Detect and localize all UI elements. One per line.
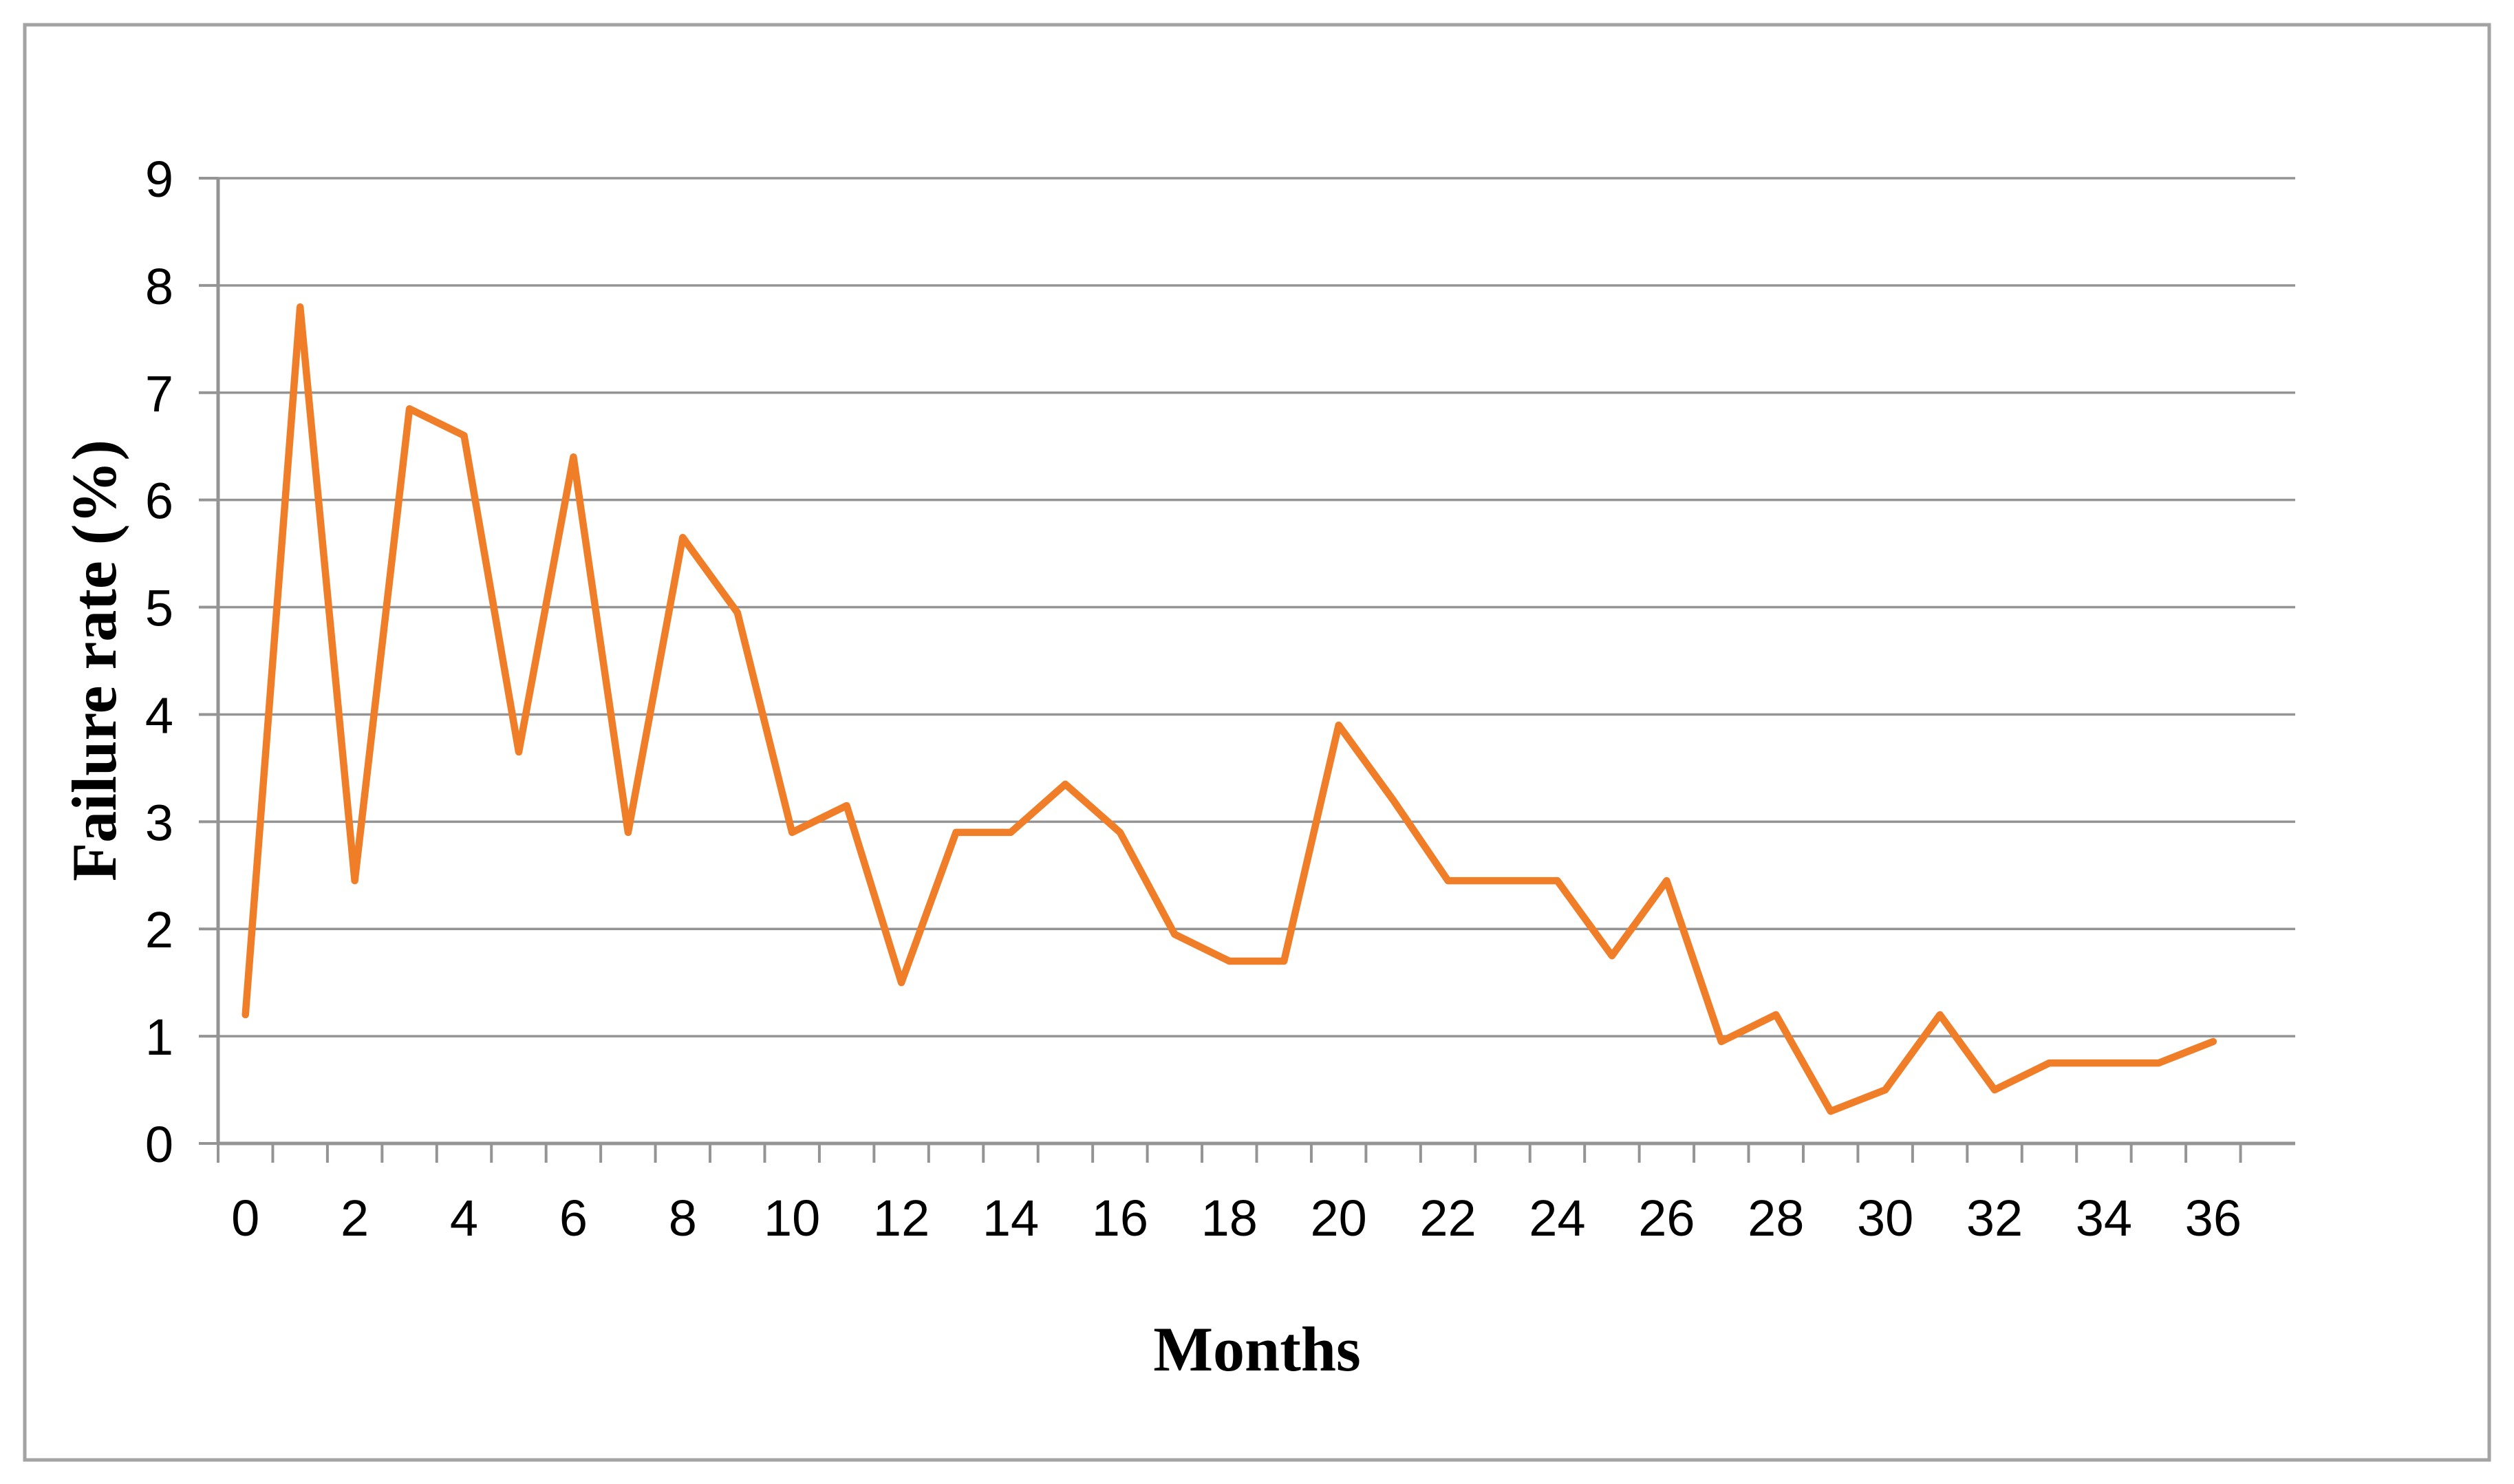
- x-tick-label: 26: [1638, 1190, 1695, 1247]
- y-tick-label: 7: [145, 365, 173, 422]
- series-line: [241, 303, 2217, 1115]
- y-tick-label: 0: [145, 1116, 173, 1173]
- x-tick-label: 22: [1419, 1190, 1476, 1247]
- x-tick-label: 16: [1092, 1190, 1148, 1247]
- x-tick-label: 4: [450, 1190, 478, 1247]
- x-tick-label: 32: [1966, 1190, 2023, 1247]
- y-tick-label: 8: [145, 258, 173, 315]
- figure-border: [23, 23, 2491, 1462]
- x-tick-label: 0: [231, 1190, 259, 1247]
- y-tick-label: 6: [145, 473, 173, 530]
- x-axis-title: Months: [1153, 1314, 1361, 1384]
- x-tick-label: 14: [982, 1190, 1039, 1247]
- plot-area: 0 2 4 6 8 10 12 14 16 18 20 22 24 26 28 30 32 34 360123456…: [145, 151, 2295, 1247]
- x-tick-label: 12: [873, 1190, 930, 1247]
- x-tick-label: 28: [1748, 1190, 1804, 1247]
- x-tick-label: 34: [2076, 1190, 2132, 1247]
- y-tick-label: 5: [145, 580, 173, 637]
- y-tick-label: 4: [145, 687, 173, 744]
- x-tick-label: 36: [2185, 1190, 2242, 1247]
- y-tick-label: 1: [145, 1009, 173, 1066]
- x-tick-label: 10: [764, 1190, 820, 1247]
- y-tick-label: 2: [145, 901, 173, 958]
- y-axis-title: Failure rate (%): [59, 440, 129, 881]
- x-tick-label: 24: [1529, 1190, 1585, 1247]
- x-tick-label: 6: [559, 1190, 588, 1247]
- x-tick-label: 30: [1857, 1190, 1913, 1247]
- x-tick-label: 8: [669, 1190, 697, 1247]
- x-tick-label: 2: [341, 1190, 369, 1247]
- y-tick-label: 9: [145, 151, 173, 208]
- x-tick-label: 20: [1311, 1190, 1367, 1247]
- x-tick-label: 18: [1201, 1190, 1258, 1247]
- y-tick-label: 3: [145, 794, 173, 851]
